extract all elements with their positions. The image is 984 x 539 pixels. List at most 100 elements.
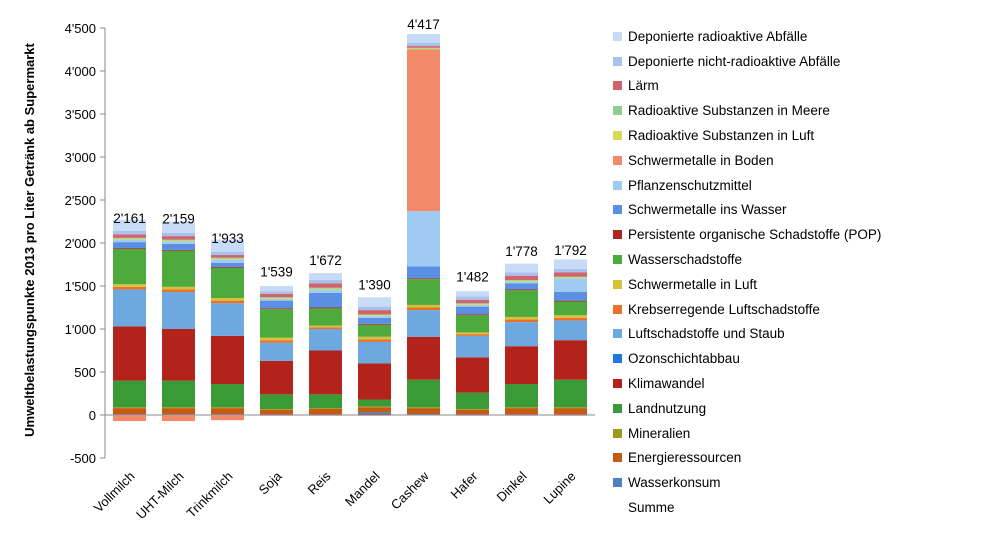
legend-label: Krebserregende Luftschadstoffe <box>628 301 820 317</box>
bar-segment <box>309 288 342 290</box>
bar-segment <box>407 49 440 212</box>
plot-area: -500 0 500 1'000 1'500 2'000 2'500 3'000 3'500 4'… <box>65 17 595 522</box>
bar-segment <box>260 414 293 415</box>
legend-swatch <box>613 56 622 66</box>
legend-item: Luftschadstoffe und Staub <box>613 322 983 347</box>
category-label: Lupine <box>540 469 578 507</box>
bar-segment <box>358 316 391 318</box>
bar-segment <box>113 238 146 240</box>
bar-segment <box>407 47 440 49</box>
bar-segment <box>211 258 244 260</box>
bar-segment <box>260 298 293 301</box>
bar-segment <box>113 380 146 408</box>
bar-segment <box>554 315 587 318</box>
bar-segment <box>113 408 146 415</box>
y-tick-label: 0 <box>89 408 96 423</box>
bar-segment <box>358 315 391 317</box>
legend-item: Schwermetalle ins Wasser <box>613 198 983 223</box>
bar-segment-negative <box>554 415 587 416</box>
bar-segment <box>554 340 587 380</box>
bar-segment <box>113 234 146 238</box>
legend-label: Schwermetalle ins Wasser <box>628 202 787 218</box>
bar-segment <box>505 272 538 276</box>
bar-segment <box>407 42 440 47</box>
bar-segment <box>505 279 538 281</box>
bar-segment <box>456 409 489 415</box>
bar-segment-negative <box>358 415 391 416</box>
bar-segment <box>309 292 342 308</box>
bar-segment <box>407 304 440 308</box>
bar-segment <box>211 267 244 268</box>
bar-segment <box>358 317 391 324</box>
bar-segment <box>162 232 195 237</box>
bar-segment <box>456 357 489 393</box>
total-label: 1'539 <box>260 265 293 280</box>
bar-segment <box>554 276 587 278</box>
total-label: 4'417 <box>407 17 440 32</box>
bar-segment <box>505 281 538 284</box>
legend-item: Lärm <box>613 74 983 99</box>
legend-label: Pflanzenschutzmittel <box>628 177 752 193</box>
bar-segment <box>358 297 391 307</box>
bar-segment-negative <box>456 415 489 416</box>
bar-segment <box>309 327 342 329</box>
total-label: 1'933 <box>211 231 244 246</box>
bar-segment <box>456 303 489 305</box>
y-tick-label: 4'000 <box>65 64 96 79</box>
category-label: UHT-Milch <box>133 469 187 523</box>
bar-segment <box>162 292 195 329</box>
bar-segment <box>505 316 538 320</box>
bar-segment <box>358 412 391 415</box>
bar-segment <box>211 239 244 252</box>
bar-segment <box>407 310 440 337</box>
total-label: 1'672 <box>309 253 342 268</box>
bar-segment <box>554 272 587 277</box>
bar-segment <box>211 257 244 259</box>
legend-item: Landnutzung <box>613 396 983 421</box>
legend-swatch <box>613 403 622 413</box>
category-label: Vollmilch <box>91 469 138 516</box>
legend-item: Wasserschadstoffe <box>613 247 983 272</box>
bar-segment <box>456 408 489 410</box>
bar-segment <box>260 342 293 361</box>
bar-segment <box>260 308 293 310</box>
bar-segment <box>162 329 195 381</box>
bar-segment <box>162 408 195 415</box>
bar-segment <box>211 298 244 301</box>
legend-label: Deponierte nicht-radioaktive Abfälle <box>628 53 841 69</box>
bar-segment <box>211 408 244 415</box>
legend-label: Schwermetalle in Boden <box>628 152 774 168</box>
bar-segment <box>358 323 391 325</box>
legend-label: Deponierte radioaktive Abfälle <box>628 28 808 44</box>
bar-segment <box>554 414 587 415</box>
category-label: Hafer <box>448 468 482 502</box>
bar-segment <box>358 314 391 316</box>
bar-segment <box>113 239 146 243</box>
bar-segment <box>456 414 489 415</box>
bar-segment <box>113 284 146 287</box>
legend-label: Schwermetalle in Luft <box>628 276 758 292</box>
bar-segment <box>113 219 146 231</box>
bar-segment <box>113 242 146 249</box>
legend-swatch <box>613 279 622 289</box>
bar-segment <box>407 46 440 48</box>
legend-item: Summe <box>613 495 983 520</box>
bar-segment <box>260 291 293 294</box>
bar-segment <box>407 278 440 280</box>
bar-segment <box>260 309 293 338</box>
category-label: Soja <box>256 468 286 498</box>
bar-segment <box>358 363 391 400</box>
total-label: 1'482 <box>456 270 489 285</box>
bar-segment <box>211 262 244 268</box>
y-tick-label: -500 <box>70 451 96 466</box>
bar-segment <box>162 289 195 293</box>
bar-segment <box>260 408 293 410</box>
bar-segment <box>211 384 244 408</box>
legend-label: Persistente organische Schadstoffe (POP) <box>628 227 882 243</box>
bar-segment <box>505 263 538 273</box>
bar-segment <box>211 303 244 336</box>
legend-item: Persistente organische Schadstoffe (POP) <box>613 222 983 247</box>
legend-label: Wasserkonsum <box>628 475 721 491</box>
legend-item: Wasserkonsum <box>613 470 983 495</box>
legend-item: Radioaktive Substanzen in Meere <box>613 98 983 123</box>
